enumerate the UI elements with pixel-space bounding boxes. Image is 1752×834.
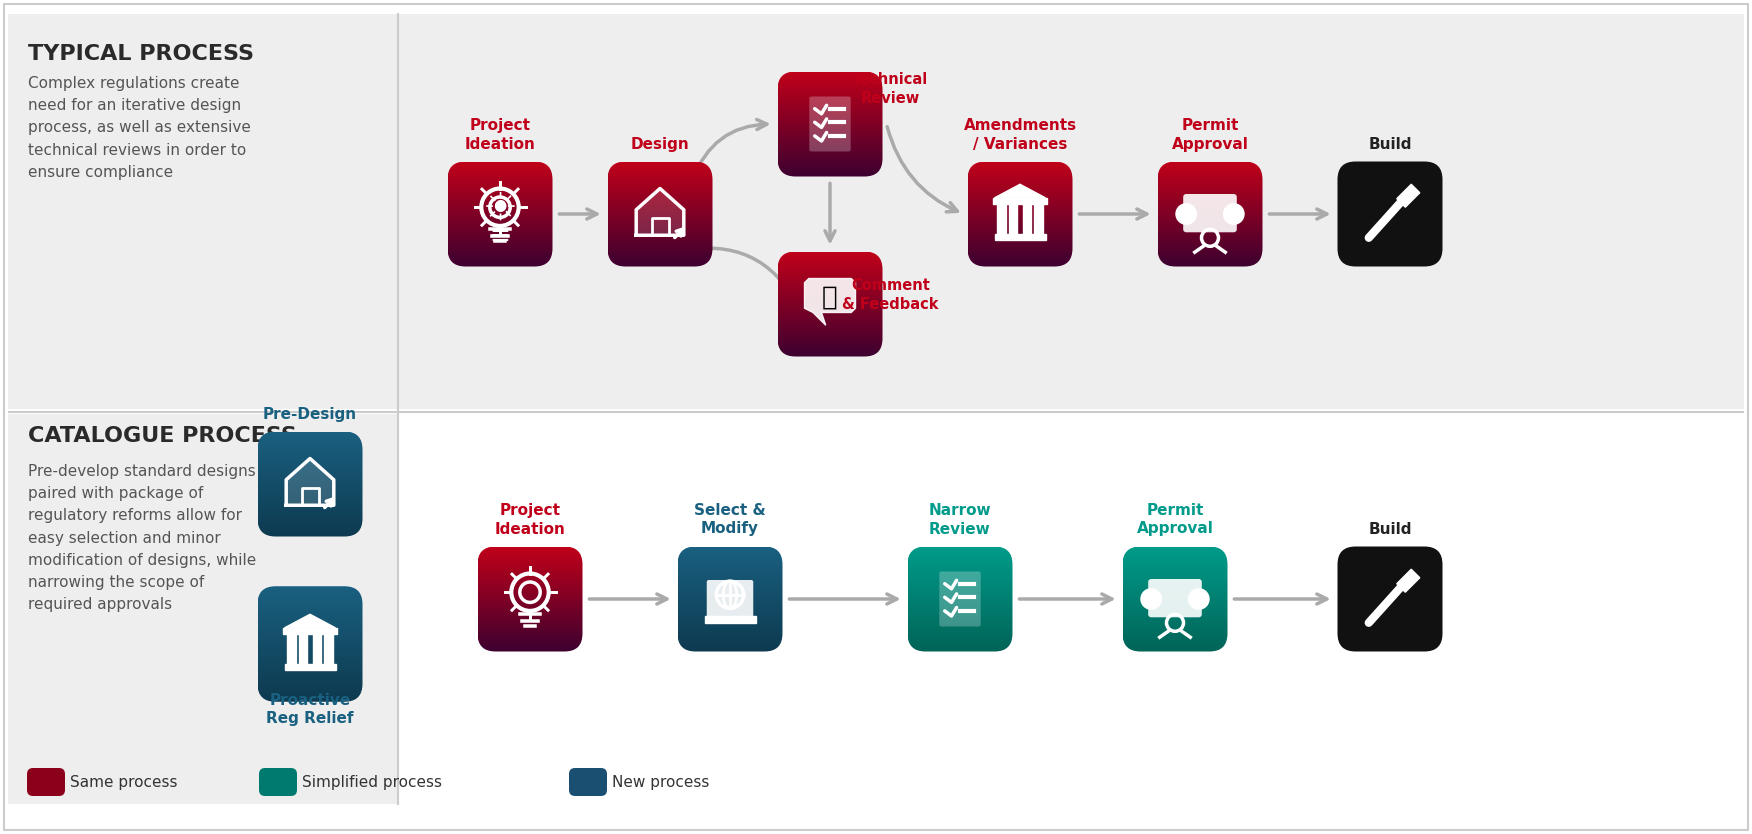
Polygon shape [284,615,335,628]
Text: New process: New process [611,775,710,790]
Polygon shape [1396,570,1419,592]
FancyBboxPatch shape [706,580,753,618]
PathPatch shape [26,768,65,796]
FancyBboxPatch shape [9,14,1743,409]
Bar [997,203,1006,238]
Polygon shape [995,184,1046,198]
Bar [1009,203,1018,238]
Bar [312,634,321,668]
FancyBboxPatch shape [1183,194,1237,233]
Text: Simplified process: Simplified process [301,775,442,790]
FancyBboxPatch shape [9,14,398,409]
Text: Permit
Approval: Permit Approval [1137,503,1214,536]
Text: CATALOGUE PROCESS: CATALOGUE PROCESS [28,426,296,446]
Text: Build: Build [1368,137,1412,152]
Text: Comment
& Feedback: Comment & Feedback [843,279,939,312]
Text: Technical
Review: Technical Review [853,73,929,106]
Circle shape [1223,203,1244,224]
Text: Project
Ideation: Project Ideation [494,503,566,536]
Polygon shape [636,188,683,235]
Text: Amendments
/ Variances: Amendments / Variances [964,118,1076,152]
Text: TYPICAL PROCESS: TYPICAL PROCESS [28,44,254,64]
PathPatch shape [569,768,606,796]
Circle shape [1188,589,1209,609]
Text: Narrow
Review: Narrow Review [929,503,992,536]
Circle shape [1176,203,1197,224]
FancyBboxPatch shape [809,97,851,152]
PathPatch shape [1337,546,1442,651]
Text: Pre-develop standard designs
paired with package of
regulatory reforms allow for: Pre-develop standard designs paired with… [28,464,256,612]
FancyBboxPatch shape [939,571,981,626]
Bar [282,628,336,634]
Text: 👎: 👎 [822,284,837,310]
PathPatch shape [259,768,298,796]
Text: ☀: ☀ [482,190,517,228]
Polygon shape [286,459,335,505]
Bar [993,198,1048,203]
Text: Permit
Approval: Permit Approval [1172,118,1249,152]
Text: Complex regulations create
need for an iterative design
process, as well as exte: Complex regulations create need for an i… [28,76,251,180]
Bar [287,634,296,668]
Text: Design: Design [631,137,689,152]
Text: Select &
Modify: Select & Modify [694,503,766,536]
FancyBboxPatch shape [1148,579,1202,617]
Text: Project
Ideation: Project Ideation [464,118,536,152]
Text: Pre-Design: Pre-Design [263,406,357,421]
Bar [1023,203,1030,238]
Bar [300,634,307,668]
Text: Proactive
Reg Relief: Proactive Reg Relief [266,693,354,726]
Circle shape [1141,589,1162,609]
Polygon shape [1396,184,1419,207]
Bar [1034,203,1042,238]
Bar [704,616,755,623]
Polygon shape [804,279,855,325]
Bar [995,234,1046,239]
Text: ≡: ≡ [489,224,510,248]
Text: Same process: Same process [70,775,177,790]
Text: Build: Build [1368,521,1412,536]
Bar [284,665,335,670]
Bar [324,634,333,668]
FancyBboxPatch shape [9,414,398,804]
PathPatch shape [1337,162,1442,267]
